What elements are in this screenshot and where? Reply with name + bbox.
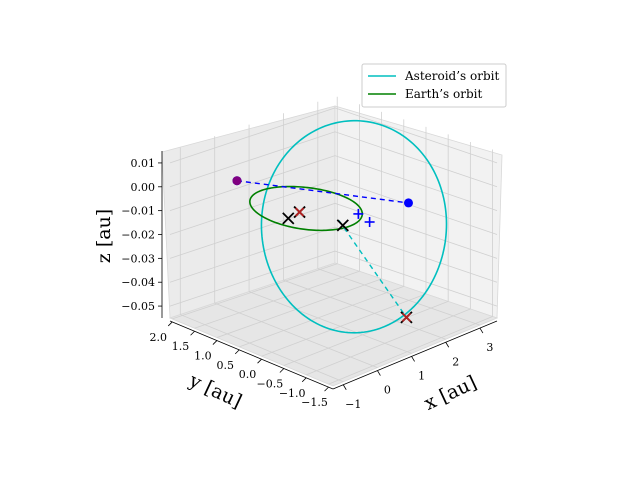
y-tick-label: −1.5 [301, 396, 328, 409]
y-tick-label: 0.0 [239, 368, 257, 381]
floor-pane [168, 262, 499, 387]
grid-floor-y [328, 316, 493, 385]
marker-x [401, 312, 412, 323]
marker-x [336, 219, 349, 232]
y-tick-mark [257, 358, 262, 364]
z-tick-label: −0.03 [121, 252, 155, 265]
x-tick-label: 0 [384, 384, 391, 397]
grid-wall-z [169, 202, 498, 259]
marker-x-b [294, 207, 305, 217]
legend-frame [361, 63, 507, 108]
y-tick-mark [301, 377, 307, 383]
y-tick-label: 1.0 [194, 350, 212, 363]
x-tick-label: 3 [486, 341, 493, 354]
x-tick-label: 1 [418, 369, 425, 382]
z-tick-label: −0.02 [121, 229, 155, 242]
dashed-line-blue [236, 180, 409, 204]
plot-area [232, 119, 448, 334]
series-asteroid-orbit [260, 119, 448, 334]
y-tick-mark [279, 368, 285, 373]
y-tick-mark [167, 321, 173, 327]
x-tick-label: 2 [452, 355, 459, 368]
y-tick-mark [324, 386, 329, 392]
legend-label-earth: Earth’s orbit [405, 87, 482, 101]
x-tick-mark [479, 327, 484, 334]
y-tick-label: 2.0 [149, 331, 167, 344]
marker-x [282, 212, 295, 225]
grid-lines [169, 96, 498, 385]
z-axis-label: z [au] [93, 209, 115, 263]
grid-floor-y [239, 285, 404, 348]
z-tick-label: 0.01 [131, 157, 156, 170]
grid-floor-y [172, 263, 338, 320]
y-tick-mark [212, 340, 218, 345]
marker-x-b [336, 219, 349, 232]
y-tick-label: −0.5 [257, 378, 284, 391]
tick-labels: −1 0 1 2 3 2.0 1.5 1.0 0.5 0.0−0.5−1.0−1.5 0.01 0.0… [121, 157, 493, 411]
marker-plus [353, 208, 364, 219]
grid-floor-y [261, 293, 427, 357]
x-tick-mark [411, 356, 415, 362]
grid-wall-z [169, 179, 498, 235]
marker-x-b [401, 312, 412, 323]
y-tick-label: −1.0 [279, 387, 306, 400]
y-tick-mark [190, 330, 195, 336]
x-tick-mark [445, 342, 450, 348]
marker-x [294, 207, 305, 217]
legend: Asteroid’s orbit Earth’s orbit [361, 63, 507, 108]
marker-circle [403, 198, 413, 208]
z-tick-label: 0.00 [131, 181, 156, 194]
legend-label-asteroid: Asteroid’s orbit [404, 69, 499, 83]
y-tick-label: 1.5 [172, 340, 190, 353]
grid-floor-y [194, 270, 360, 329]
grid-floor-y [216, 278, 382, 338]
grid-wall-z [169, 131, 498, 188]
x-axis-line [332, 320, 498, 390]
x-tick-label: −1 [345, 398, 361, 411]
marker-x-b [282, 212, 295, 225]
y-tick-mark [234, 349, 240, 355]
y-tick-label: 0.5 [216, 359, 234, 372]
grid-wall-z [169, 107, 498, 164]
grid-floor-y [306, 308, 471, 376]
grid-wall-z [169, 226, 498, 283]
grid-floor-y [283, 301, 449, 366]
marker-plus [364, 216, 375, 227]
y-axis-label: y [au] [185, 369, 245, 413]
grid-wall-z [169, 250, 498, 307]
x-tick-mark [342, 384, 347, 390]
z-tick-label: −0.05 [121, 300, 155, 313]
marker-circle [232, 176, 242, 186]
z-tick-label: −0.01 [121, 205, 155, 218]
z-tick-label: −0.04 [121, 276, 155, 289]
x-axis-label: x [au] [421, 371, 480, 414]
dashed-line-cyan [338, 219, 408, 318]
x-tick-mark [377, 370, 381, 376]
